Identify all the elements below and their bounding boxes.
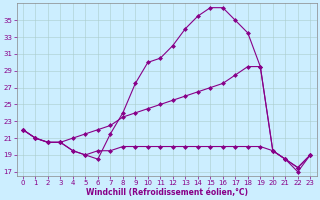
X-axis label: Windchill (Refroidissement éolien,°C): Windchill (Refroidissement éolien,°C) bbox=[85, 188, 248, 197]
